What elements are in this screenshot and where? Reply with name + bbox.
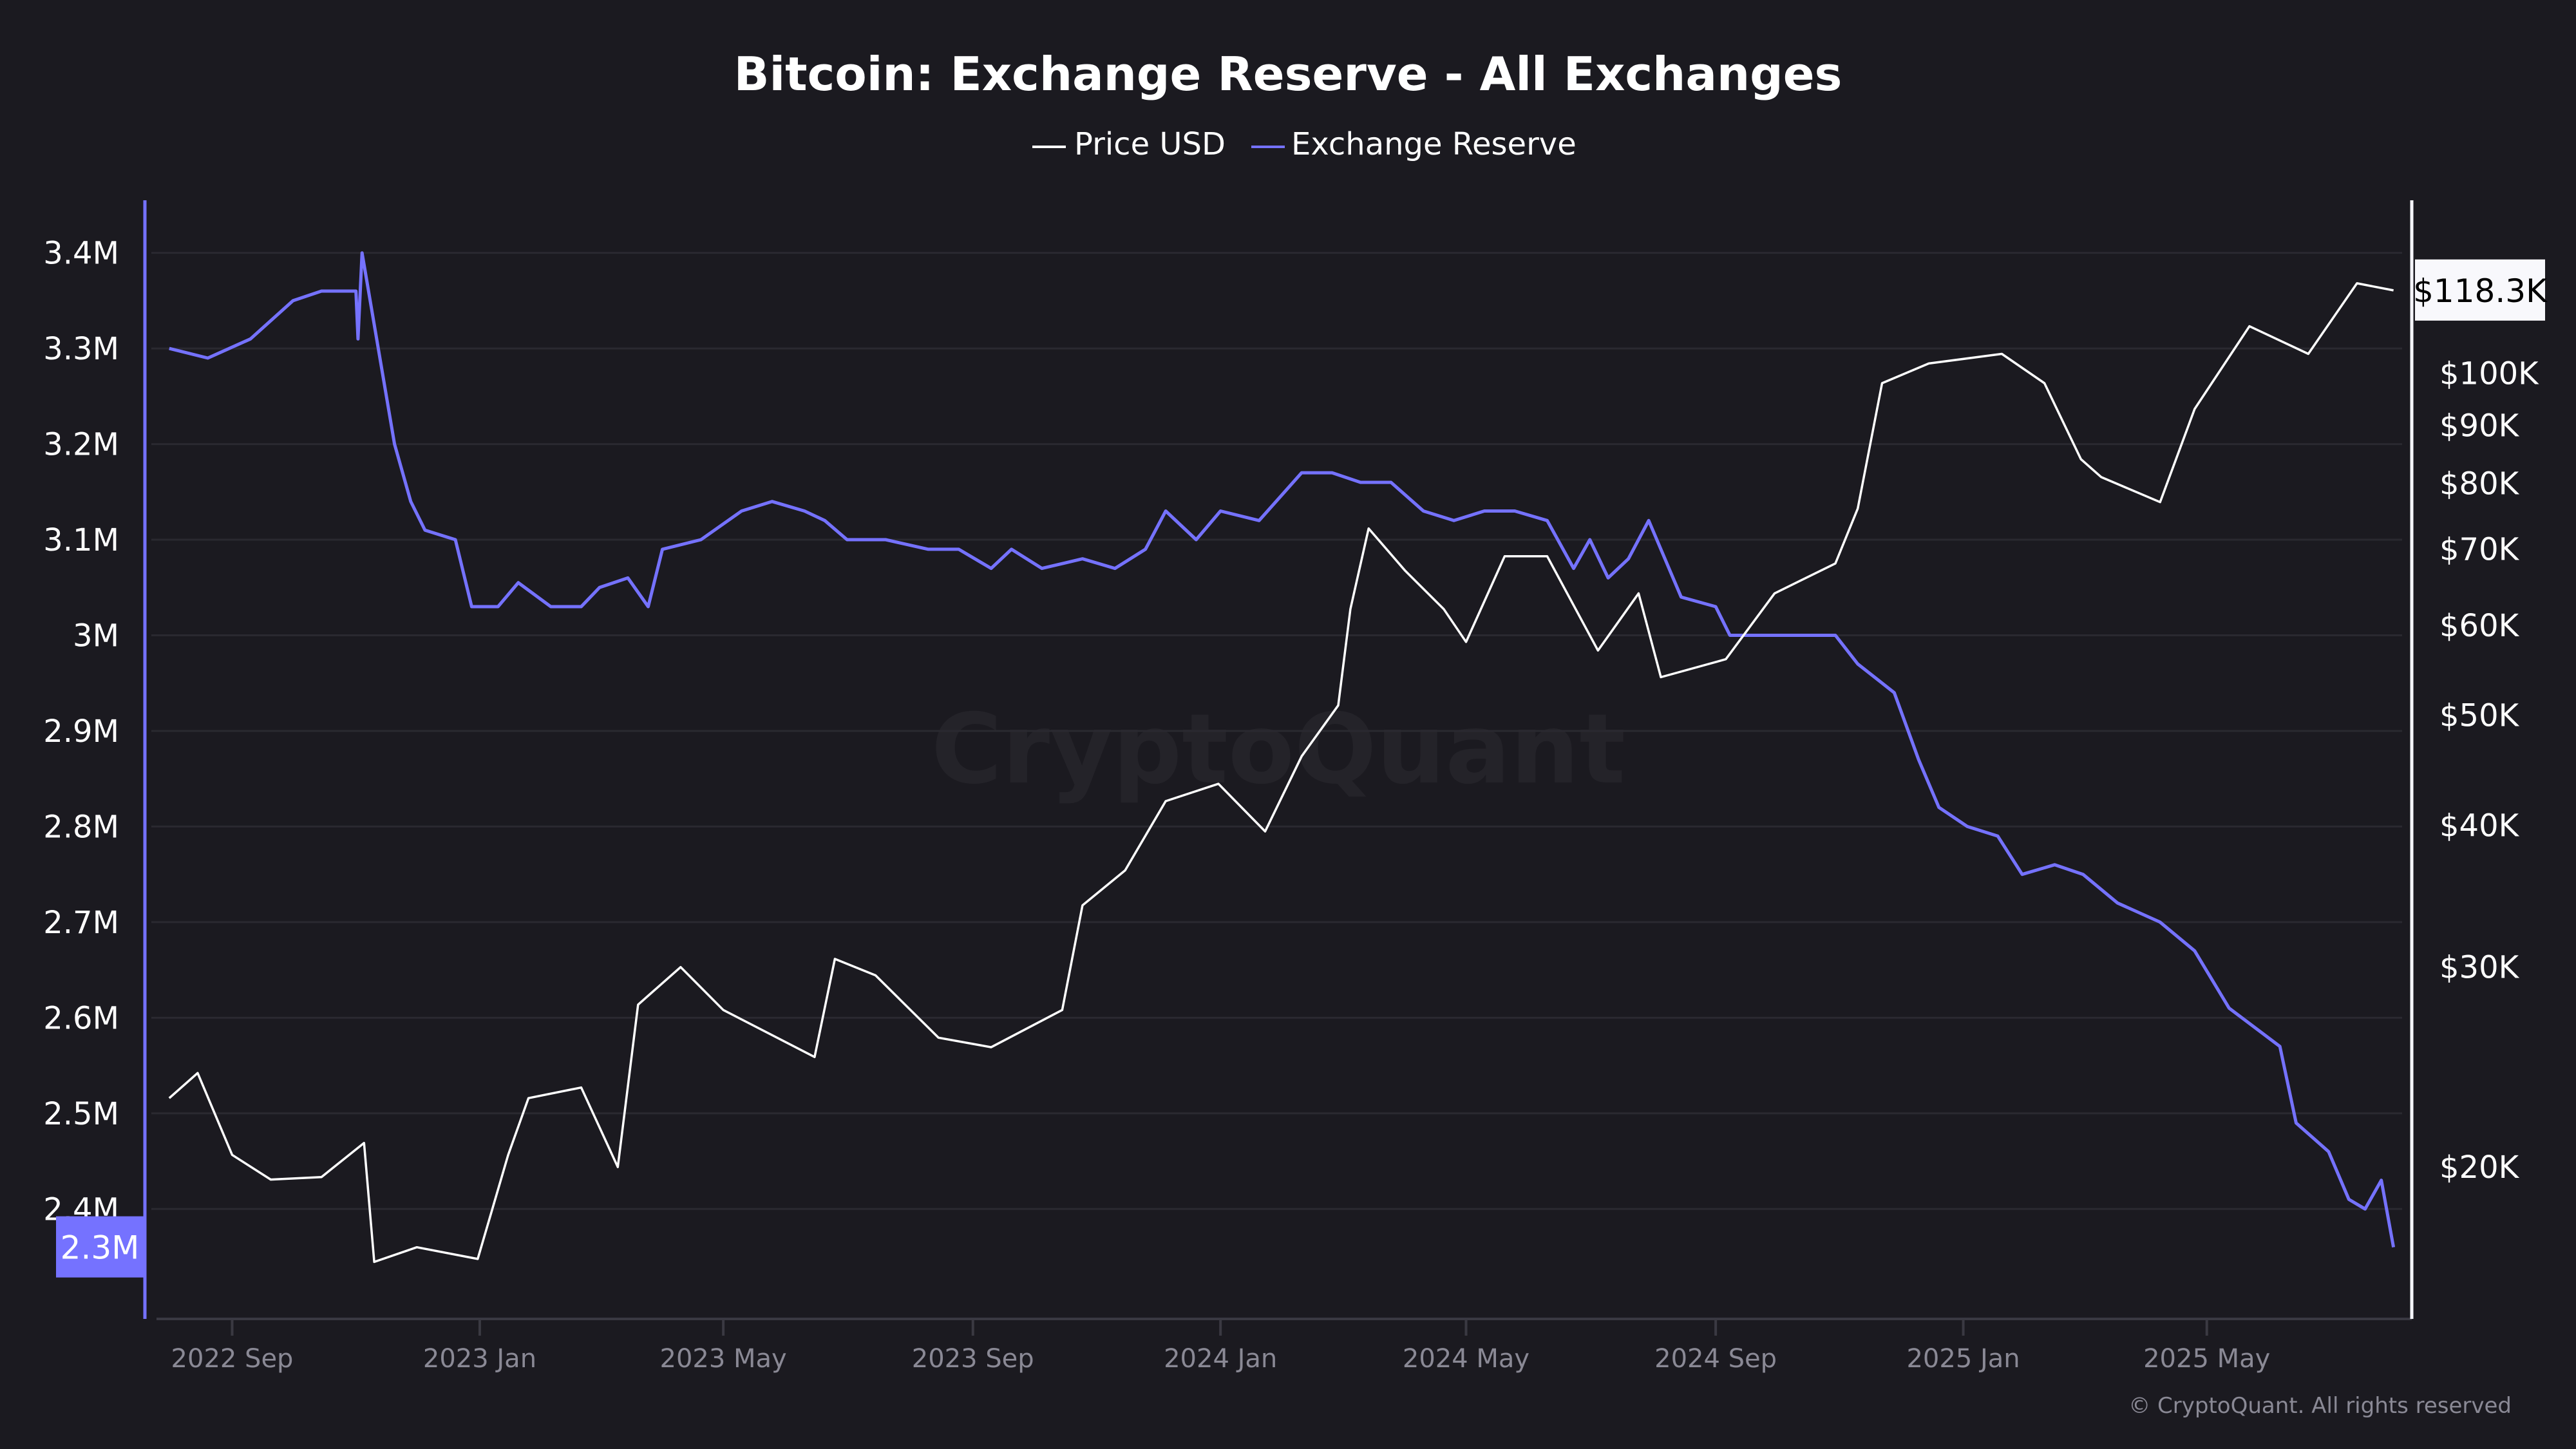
series-line-price-usd	[168, 282, 2394, 1264]
series-line-exchange-reserve	[169, 251, 2396, 1248]
current-price-tag	[2415, 259, 2545, 321]
x-tick-label: 2023 May	[660, 1344, 787, 1374]
left-tick-label: 3.2M	[43, 427, 119, 463]
legend: Price USD Exchange Reserve	[1032, 126, 1577, 162]
left-tick-label: 3.1M	[43, 522, 119, 558]
series-lines	[168, 251, 2396, 1264]
left-tick-label: 2.7M	[43, 905, 119, 941]
left-tick-label: 2.5M	[43, 1096, 119, 1132]
current-reserve-label: 2.3M	[61, 1229, 140, 1267]
x-tick-label: 2024 Sep	[1654, 1344, 1777, 1374]
right-tick-label: $60K	[2439, 608, 2520, 644]
left-tick-label: 2.9M	[43, 714, 119, 750]
legend-label-price[interactable]: Price USD	[1074, 126, 1226, 162]
x-tick-label: 2025 Jan	[1906, 1344, 2020, 1374]
copyright: © CryptoQuant. All rights reserved	[2128, 1393, 2512, 1419]
right-tick-label: $90K	[2439, 408, 2520, 444]
x-tick-label: 2022 Sep	[171, 1344, 294, 1374]
left-tick-label: 2.6M	[43, 1000, 119, 1036]
watermark: CryptoQuant	[931, 694, 1625, 806]
x-tick-label: 2023 Sep	[912, 1344, 1034, 1374]
x-tick-label: 2024 Jan	[1164, 1344, 1277, 1374]
current-price-label: $118.3K	[2413, 272, 2548, 310]
current-reserve-tag	[56, 1216, 144, 1278]
right-tick-label: $80K	[2439, 466, 2520, 502]
left-tick-label: 3.4M	[43, 236, 119, 272]
right-tick-label: $40K	[2439, 808, 2520, 844]
x-tick-label: 2023 Jan	[423, 1344, 536, 1374]
x-axis: 2022 Sep 2023 Jan 2023 May 2023 Sep 2024 Jan…	[156, 1318, 2412, 1374]
legend-label-reserve[interactable]: Exchange Reserve	[1291, 126, 1577, 162]
left-tick-label: 3.3M	[43, 331, 119, 367]
left-axis: 3.4M 3.3M 3.2M 3.1M 3M 2.9M 2.8M 2.7M 2.6M 2.5M 2.…	[43, 200, 147, 1319]
left-tick-label: 3M	[73, 618, 119, 654]
right-axis: $100K $90K $80K $70K $60K $50K $40K $30K $20K $11…	[2410, 200, 2548, 1319]
gridlines	[151, 252, 2402, 1210]
right-tick-label: $30K	[2439, 950, 2520, 986]
x-tick-label: 2025 May	[2143, 1344, 2270, 1374]
x-tick-label: 2024 May	[1403, 1344, 1530, 1374]
left-tick-label: 2.8M	[43, 809, 119, 845]
right-tick-label: $70K	[2439, 532, 2520, 568]
chart-title: Bitcoin: Exchange Reserve - All Exchange…	[734, 47, 1842, 101]
right-tick-label: $20K	[2439, 1150, 2520, 1186]
right-tick-label: $50K	[2439, 697, 2520, 734]
right-tick-label: $100K	[2439, 356, 2539, 392]
